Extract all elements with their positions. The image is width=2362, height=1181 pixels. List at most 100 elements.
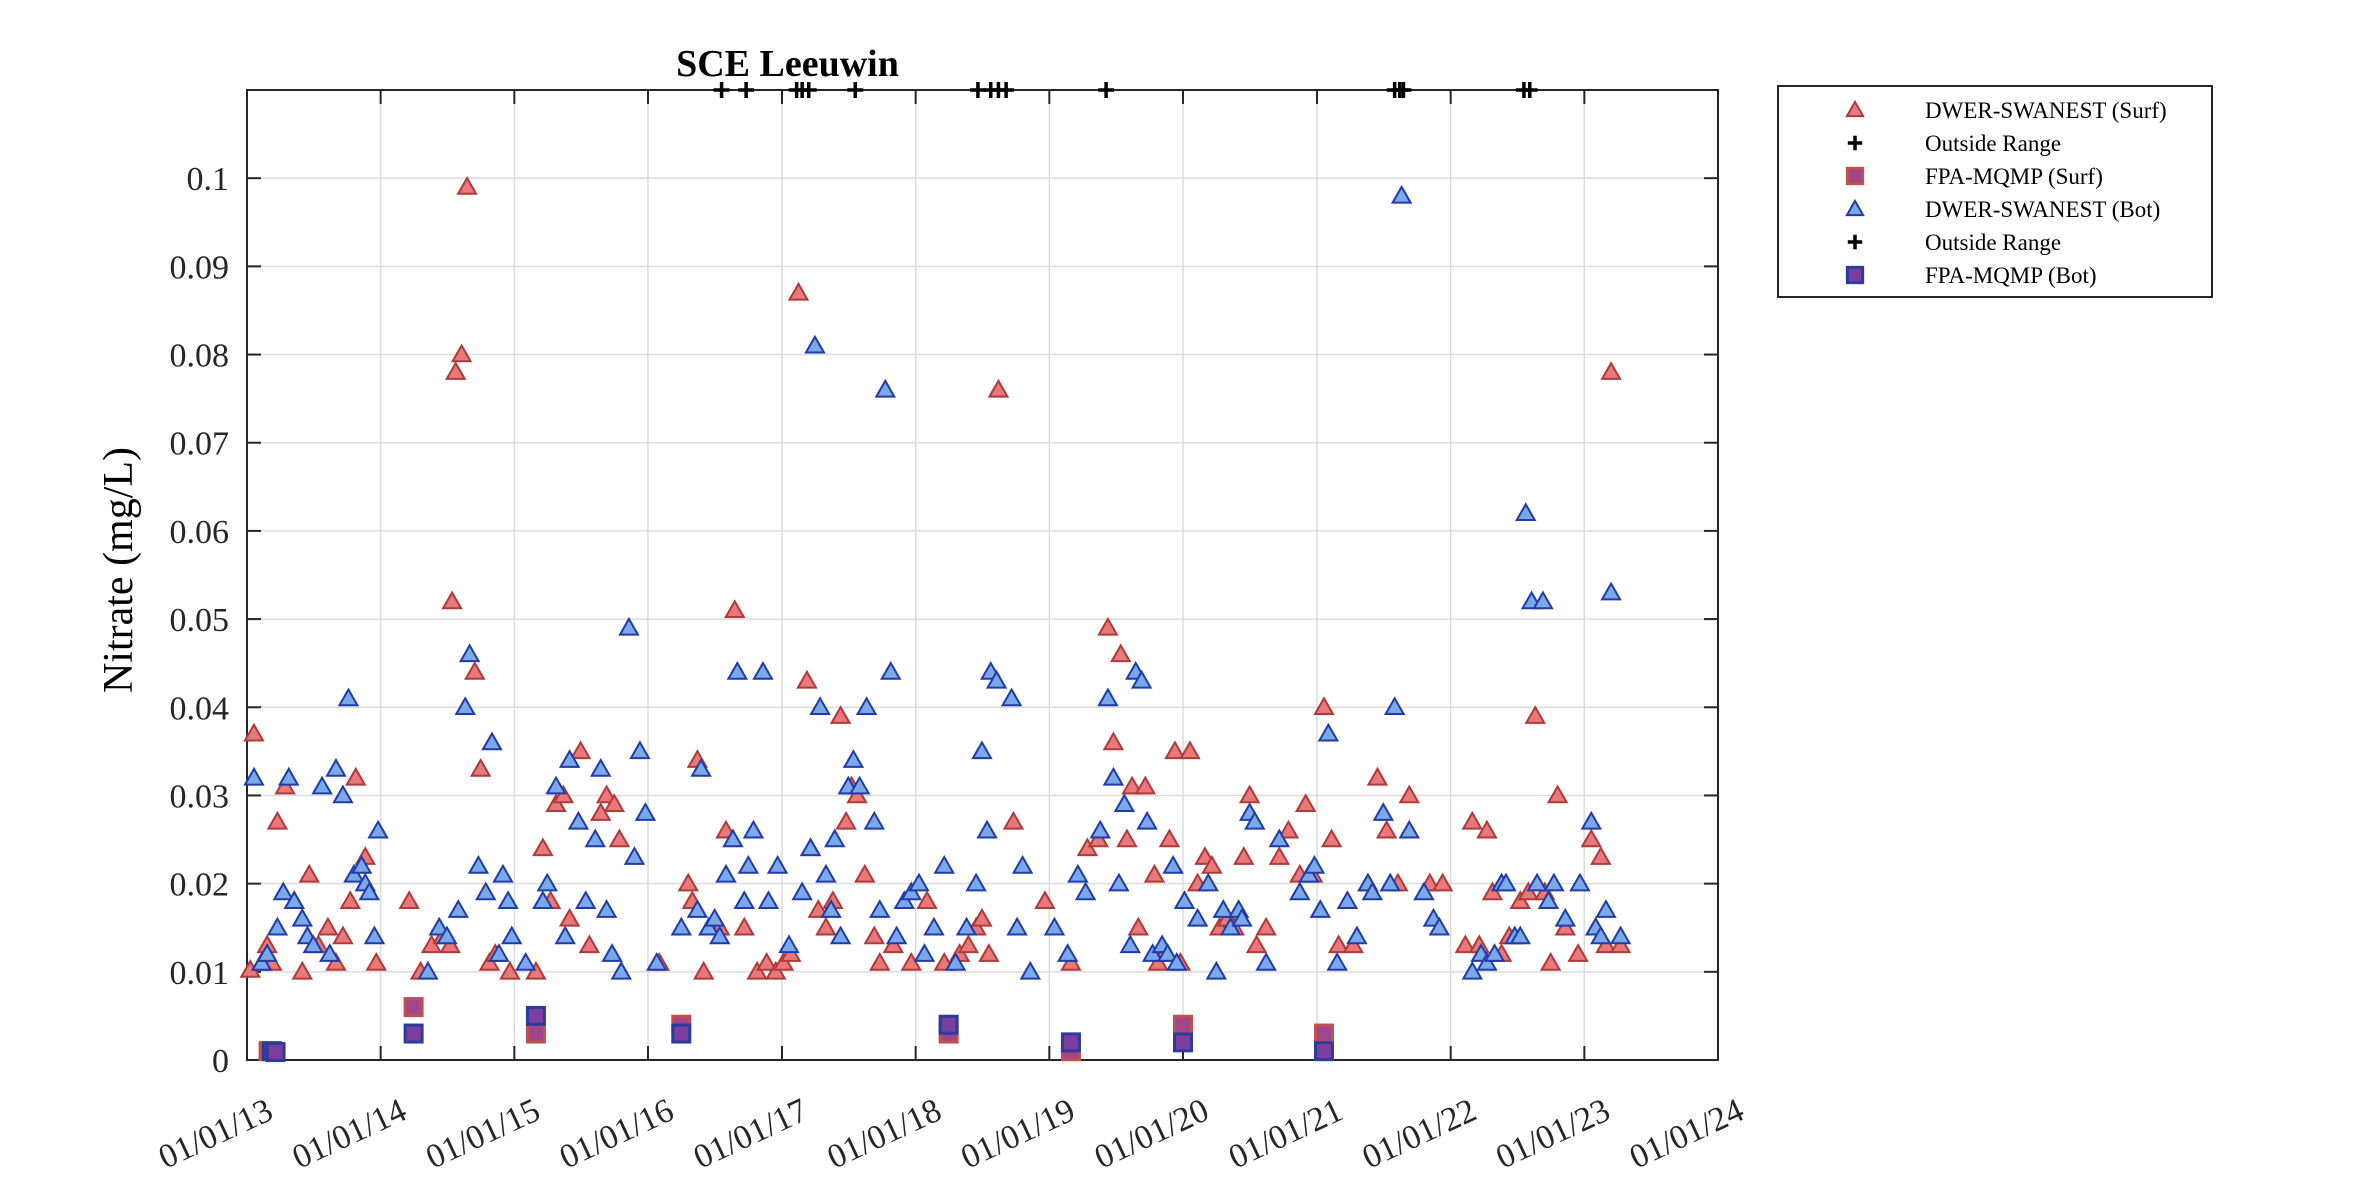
data-point [403, 1023, 424, 1044]
data-point [298, 863, 320, 883]
data-point [755, 951, 778, 971]
data-point [447, 899, 470, 918]
data-point [634, 802, 657, 821]
data-point [317, 916, 339, 936]
data-point [1255, 951, 1277, 971]
axis-ticks [246, 90, 1719, 1061]
data-point [302, 934, 325, 954]
data-point [1205, 960, 1228, 980]
y-tick-label: 0 [212, 1043, 229, 1080]
data-point [610, 960, 632, 980]
data-point [499, 960, 521, 980]
data-point [1537, 890, 1560, 910]
data-point [824, 828, 846, 848]
data-point [265, 1042, 286, 1063]
data-point [1313, 1023, 1334, 1044]
data-point [1162, 854, 1184, 874]
y-tick-labels: 0 0.01 0.02 0.03 0.04 0.05 0.06 0.07 0.08 0.09 0.1 [170, 161, 230, 1080]
data-point [365, 951, 387, 971]
data-point [1313, 696, 1335, 716]
data-point [1179, 740, 1201, 760]
data-point [332, 925, 354, 945]
data-point [1011, 854, 1034, 874]
data-point [1060, 1032, 1081, 1053]
data-point [456, 175, 478, 195]
data-point [848, 775, 871, 795]
data-point [1089, 819, 1111, 839]
data-point [464, 660, 486, 680]
data-point [1398, 784, 1421, 804]
data-point [398, 890, 420, 910]
data-point [787, 281, 810, 301]
data-point [869, 951, 891, 971]
data-point [558, 749, 581, 768]
data-point [1454, 934, 1477, 954]
data-point [863, 810, 886, 830]
data-point [976, 819, 998, 839]
data-point [332, 784, 354, 804]
y-tick-label: 0.03 [170, 778, 230, 815]
data-point [1197, 872, 1219, 892]
data-point [575, 890, 597, 910]
data-point [829, 705, 852, 724]
data-point [319, 943, 341, 962]
data-point [791, 881, 813, 901]
y-tick-label: 0.09 [170, 249, 230, 286]
data-point [595, 784, 618, 804]
data-point [1268, 846, 1291, 865]
data-point [1476, 819, 1498, 839]
series-fpa-mqmp-bot- [261, 1005, 1334, 1063]
data-point [623, 846, 646, 865]
data-point [266, 916, 289, 936]
data-point [1173, 890, 1196, 910]
data-point [1313, 1041, 1334, 1062]
data-point [578, 934, 601, 954]
data-point [722, 828, 744, 848]
data-point [1309, 899, 1332, 918]
data-point [243, 722, 265, 742]
data-point [358, 881, 381, 901]
data-point [815, 863, 837, 883]
data-point [1019, 960, 1042, 980]
data-point [454, 696, 476, 716]
data-point [1413, 881, 1435, 901]
data-point [1580, 828, 1603, 848]
data-point [497, 890, 519, 910]
legend-marker [1847, 135, 1863, 151]
data-point [367, 819, 389, 839]
data-point [670, 916, 693, 936]
data-point [1609, 925, 1632, 945]
data-point [603, 793, 626, 813]
data-point [829, 925, 852, 945]
data-point [243, 766, 265, 786]
data-point [350, 854, 373, 874]
data-point [726, 660, 749, 680]
data-point [1006, 916, 1028, 936]
data-point [291, 907, 314, 927]
legend-marker [1845, 198, 1865, 217]
data-point [690, 757, 712, 777]
data-point [1268, 828, 1291, 848]
data-point [436, 925, 458, 945]
data-point [820, 899, 842, 918]
data-point [1121, 775, 1143, 795]
data-point [278, 766, 300, 786]
data-point [283, 890, 305, 910]
data-point [938, 1014, 959, 1035]
data-point [855, 696, 878, 716]
data-point [1546, 784, 1569, 804]
data-point [1539, 951, 1562, 971]
data-point [854, 863, 876, 883]
data-point [1569, 872, 1591, 892]
data-point [1600, 361, 1622, 380]
data-point [629, 740, 651, 760]
data-point [713, 82, 730, 98]
data-point [1509, 925, 1531, 945]
data-point [1056, 943, 1079, 962]
data-point [1580, 810, 1603, 830]
legend-marker [1847, 234, 1863, 250]
data-point [1361, 881, 1384, 901]
data-point [1097, 616, 1119, 636]
y-tick-label: 0.1 [187, 161, 230, 198]
data-point [337, 687, 360, 707]
